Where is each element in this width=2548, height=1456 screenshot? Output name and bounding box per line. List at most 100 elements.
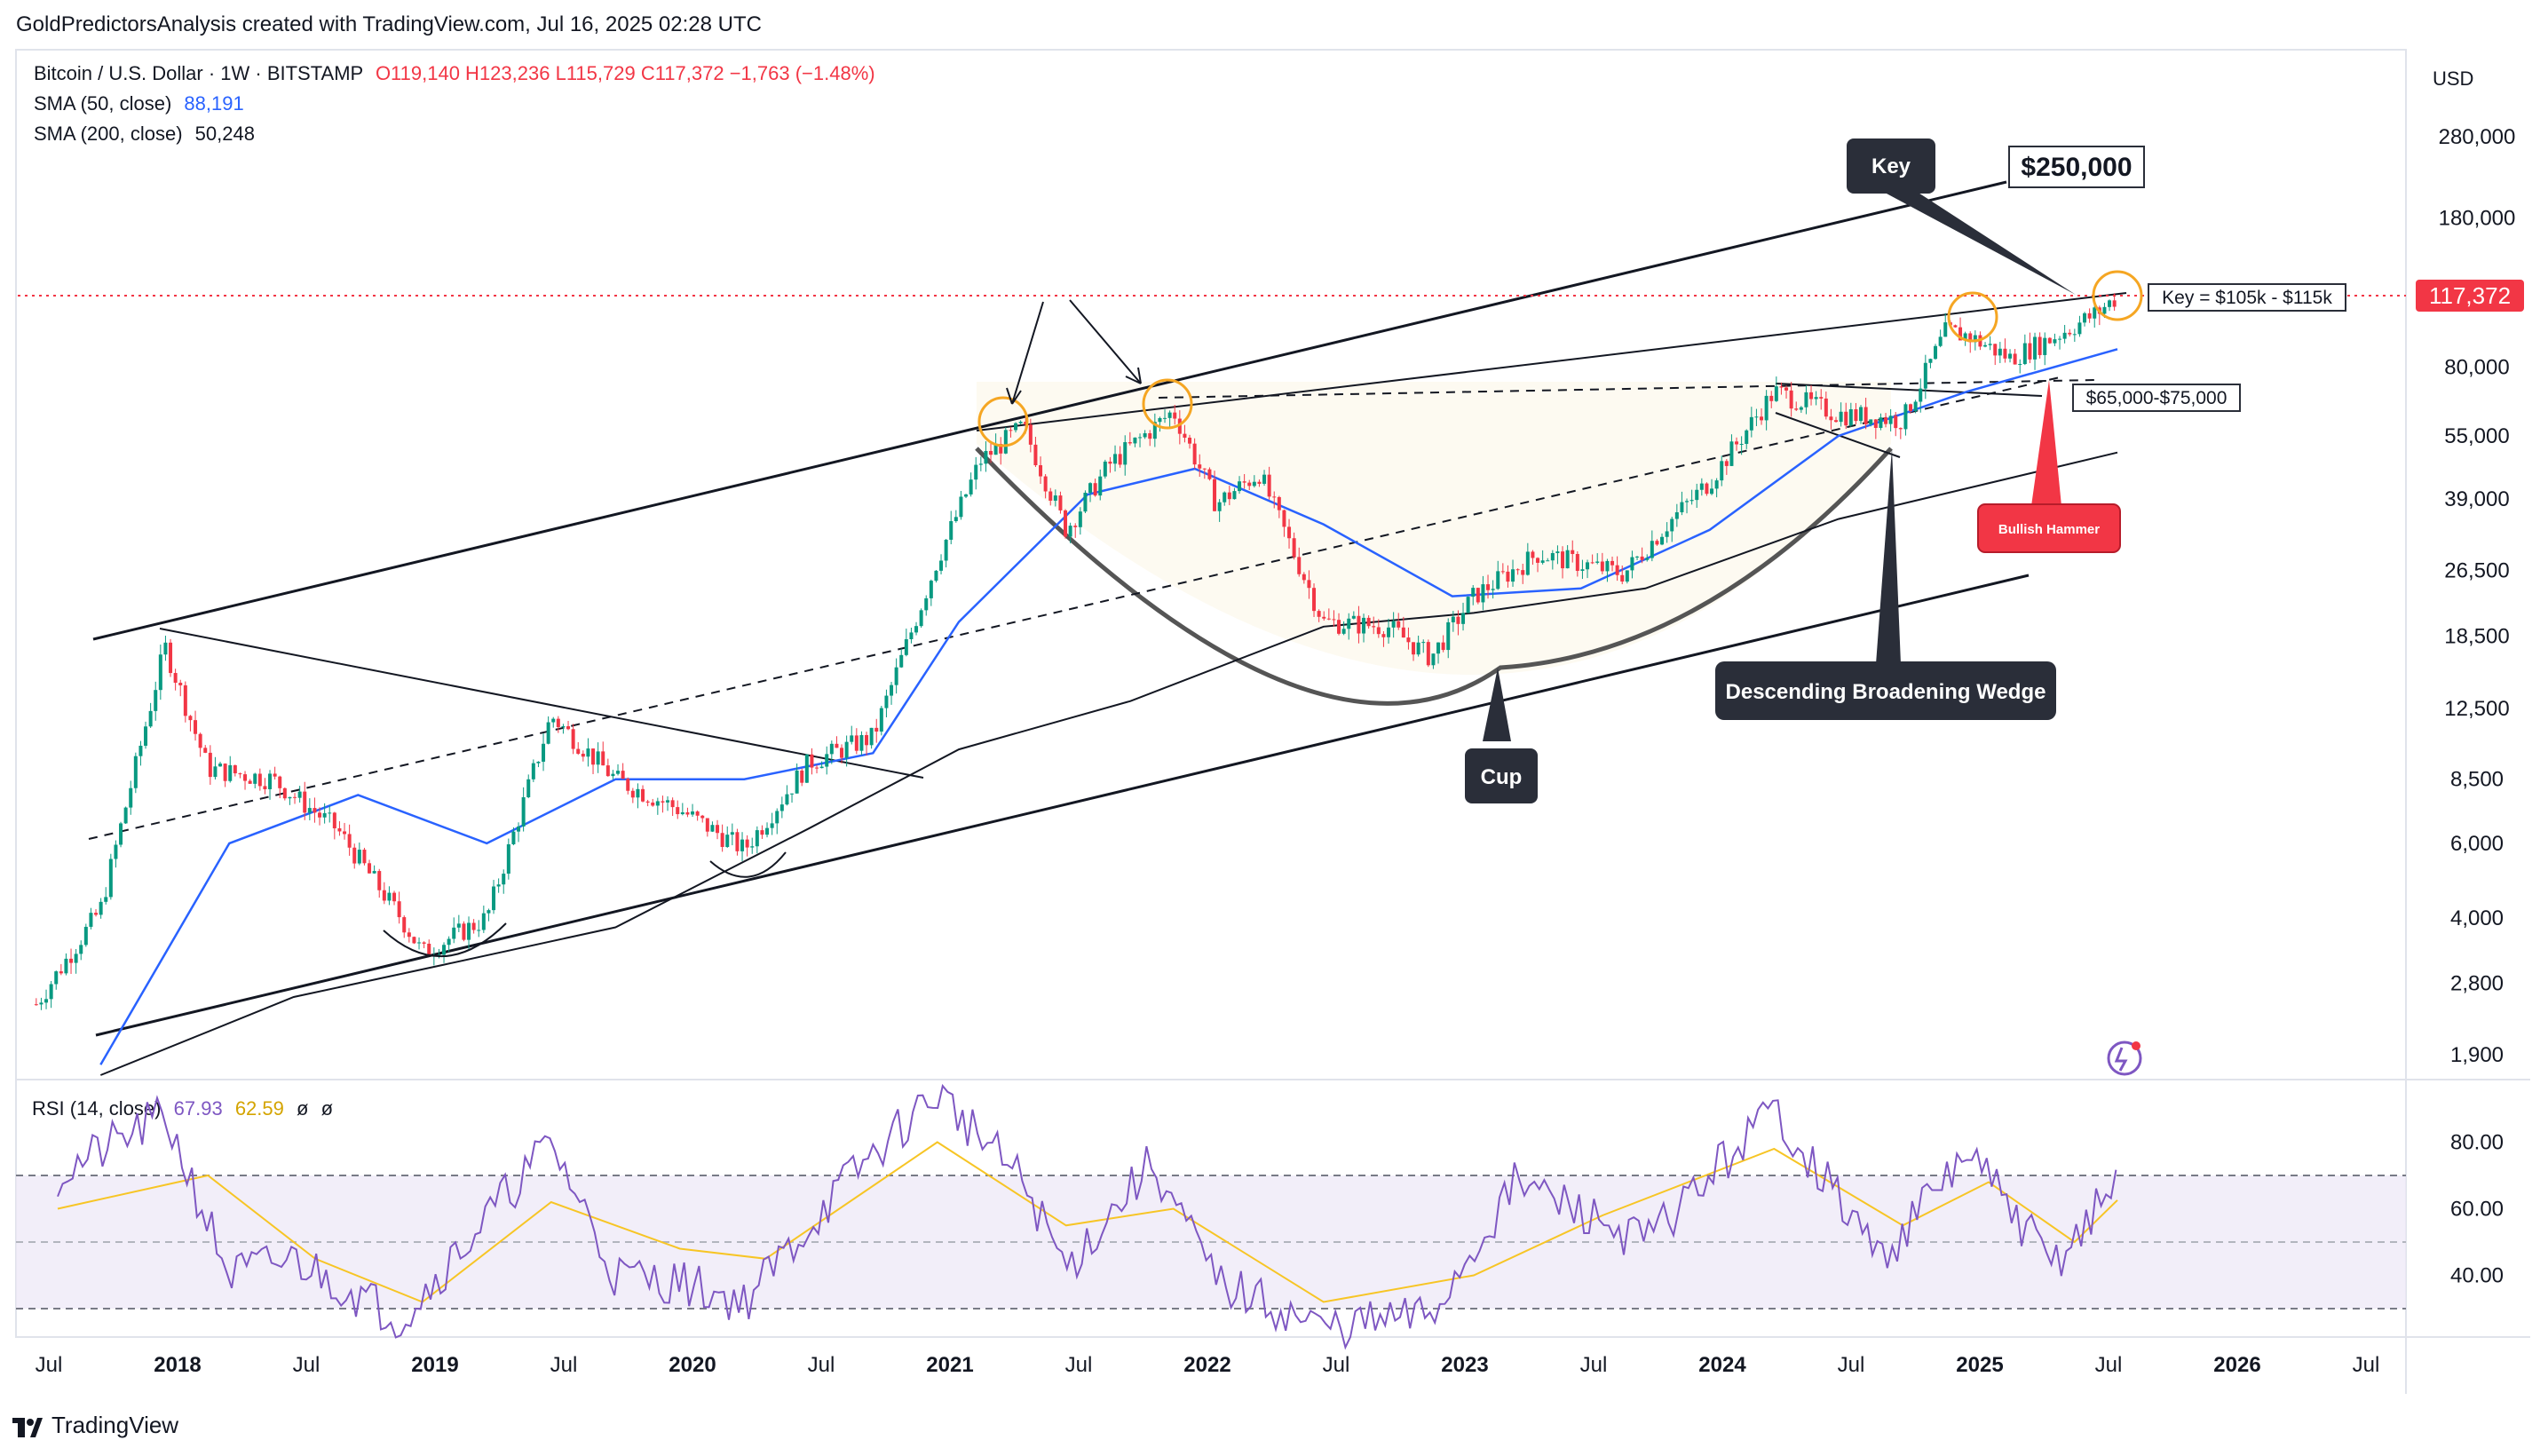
candle-body [44,999,49,1003]
hammer-callout-text: Bullish Hammer [1998,522,2100,537]
candle-body [1326,618,1331,620]
time-tick-label: 2026 [2213,1353,2260,1377]
candle-body [1884,417,1888,424]
sma50-line [99,348,2118,1065]
candle-body [208,752,212,778]
candle-body [676,807,680,815]
candle-body [2108,300,2112,307]
candle-body [616,771,621,774]
candle-body [387,892,392,901]
candle-body [879,708,883,732]
candle-body [1720,461,1724,481]
candle-body [104,897,108,902]
candle-body [611,773,615,777]
ohlc-values: O119,140 H123,236 L115,729 C117,372 −1,7… [375,62,875,84]
currency-label: USD [2433,67,2473,90]
candle-body [412,937,416,944]
candle-body [303,791,307,813]
candle-body [1769,395,1774,401]
candle-body [1958,327,1963,341]
candle-body [1292,538,1296,558]
candle-body [641,788,645,802]
candle-body [2068,332,2072,335]
candle-body [1337,620,1341,634]
sparkle-tool-icon[interactable] [2107,1041,2142,1076]
candle-body [2077,322,2082,335]
candle-body [49,984,53,1000]
candle-body [720,833,724,848]
candle-body [1113,454,1118,464]
candle-body [1471,588,1476,597]
candle-body [899,654,904,668]
candle-body [148,710,153,727]
candle-body [1387,627,1391,637]
candle-body [1152,422,1157,439]
candle-body [1794,408,1799,410]
candle-body [865,734,869,746]
candle-body [1685,501,1689,502]
time-tick-label: Jul [1838,1353,1865,1377]
candle-body [1064,510,1068,537]
candle-body [1993,344,1998,356]
time-tick-label: 2025 [1956,1353,2003,1377]
candle-body [392,892,397,902]
candle-body [154,690,158,711]
candle-body [859,734,864,751]
candle-body [293,796,297,798]
candle-body [248,780,252,784]
rsi-tick-label: 60.00 [2450,1198,2504,1222]
candle-body [561,725,566,728]
candle-body [1287,526,1292,539]
candle-body [1397,621,1401,628]
candle-body [129,787,133,808]
candle-body [1158,417,1162,423]
candle-body [372,871,376,874]
candle-body [1735,441,1739,445]
candle-body [740,839,745,851]
candle-body [1934,345,1938,360]
time-tick-label: 2019 [411,1353,458,1377]
time-tick-label: Jul [1580,1353,1608,1377]
candle-body [83,926,88,946]
candle-body [1461,613,1466,624]
candle-body [133,756,138,788]
cup-callout-text: Cup [1481,765,1523,789]
price-tick-label: 80,000 [2444,355,2509,379]
cup-callout-box [1465,748,1538,803]
candle-body [506,843,510,874]
candle-body [1123,442,1128,465]
candle-body [238,773,242,775]
price-tick-label: 18,500 [2444,625,2509,649]
candle-body [1953,325,1958,328]
candle-body [456,923,461,928]
tradingview-brand[interactable]: TradingView [12,1412,178,1439]
candle-body [765,827,770,835]
candle-body [1555,551,1560,554]
dashed-neckline [1158,379,2096,399]
candle-body [1779,386,1784,388]
halo-2024-dec [1947,291,1998,343]
candle-body [1500,571,1505,573]
dashed-trendline [88,376,2061,840]
candle-body [526,779,531,798]
candle-body [1983,344,1988,347]
candle-body [138,745,143,756]
time-tick-label: Jul [808,1353,835,1377]
candle-body [452,927,456,939]
wedge-upper-line [1775,383,2043,397]
candle-body [844,741,849,758]
time-tick-label: 2024 [1698,1353,1746,1377]
candle-body [1242,481,1246,483]
candle-body [1898,428,1903,430]
candle-body [1605,560,1610,572]
candle-body [123,807,128,824]
candle-body [710,825,715,832]
candle-body [1103,461,1107,477]
candle-body [397,901,401,918]
candle-body [1938,336,1943,346]
candle-body [108,859,113,898]
candle-body [1227,492,1231,500]
candle-body [263,786,267,789]
wedge-pointer [1876,448,1901,664]
